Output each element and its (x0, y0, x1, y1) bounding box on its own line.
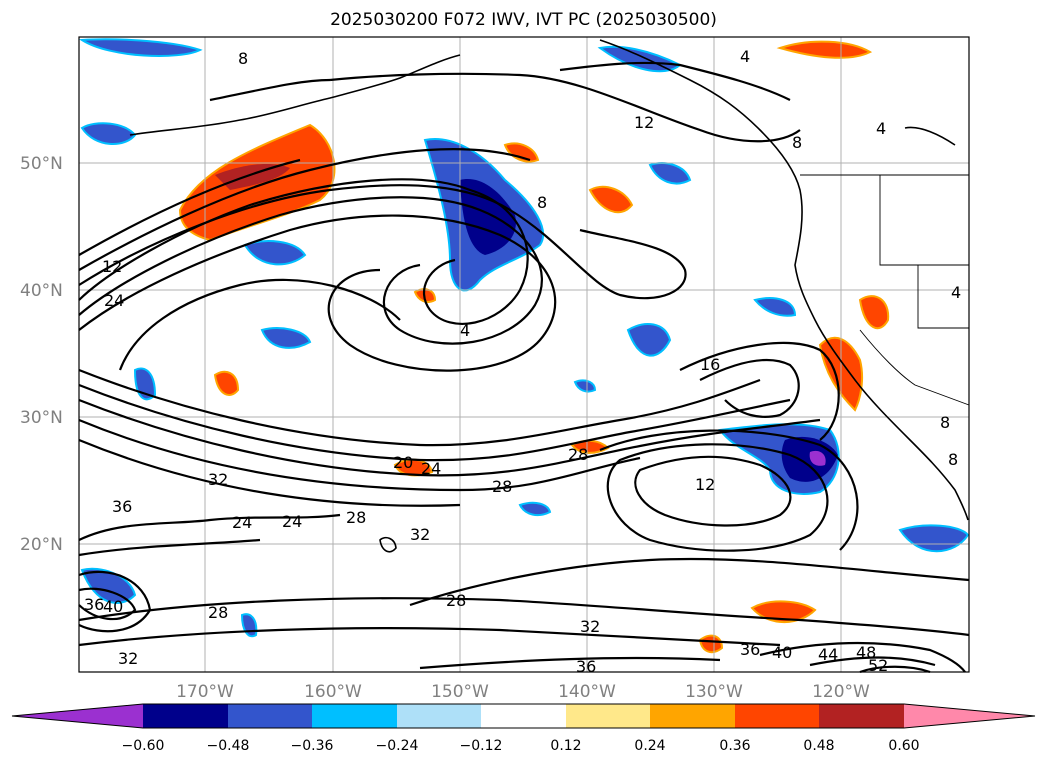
negative-anomaly-small-2 (518, 501, 552, 517)
contour-label: 36 (576, 657, 596, 676)
contour-label: 8 (792, 133, 802, 152)
lat-tick-label: 50°N (20, 154, 63, 174)
contour-label: 12 (695, 475, 715, 494)
lon-tick-label: 170°W (176, 682, 234, 702)
contour-label: 12 (634, 113, 654, 132)
negative-anomaly-core-southeast-purple (809, 450, 826, 466)
colorbar-segment (143, 704, 228, 728)
colorbar-outline (11, 703, 1036, 729)
contour-label: 8 (238, 49, 248, 68)
negative-anomaly-lower-left (80, 567, 137, 604)
colorbar-tick-label: 0.36 (719, 738, 750, 754)
positive-anomaly-gulf (776, 40, 873, 59)
negative-anomaly-small-3 (573, 379, 597, 393)
contour-label: 48 (856, 643, 876, 662)
lat-tick-label: 20°N (20, 535, 63, 555)
contour-label: 16 (700, 355, 720, 374)
contour-label: 28 (568, 445, 588, 464)
contour-label: 40 (772, 643, 792, 662)
contour-label: 24 (282, 512, 302, 531)
contour-label: 4 (951, 283, 961, 302)
colorbar-segment (481, 704, 566, 728)
lon-tick-label: 120°W (812, 682, 870, 702)
colorbar-segment (397, 704, 481, 728)
lon-axis: 170°W 160°W 150°W 140°W 130°W 120°W (176, 682, 870, 702)
lat-tick-label: 30°N (20, 408, 63, 428)
colorbar-tick-label: −0.48 (207, 738, 250, 754)
contour-label: 36 (112, 497, 132, 516)
colorbar-tick-label: 0.12 (550, 738, 581, 754)
positive-anomaly-california (858, 295, 890, 330)
contour-label: 52 (868, 656, 888, 675)
colorbar-tick-label: 0.48 (803, 738, 834, 754)
colorbar-tick-label: 0.60 (888, 738, 919, 754)
contour-label: 44 (818, 645, 838, 664)
negative-anomaly-right-edge (898, 524, 970, 553)
contour-label: 28 (492, 477, 512, 496)
colorbar-tick-label: −0.60 (122, 738, 165, 754)
coastlines (129, 39, 970, 553)
colorbar-segment (228, 704, 312, 728)
contour-label: 36 (84, 595, 104, 614)
shading-layer (78, 38, 970, 654)
contour-label: 24 (232, 513, 252, 532)
negative-anomaly-small-4 (753, 297, 797, 317)
colorbar-segment (566, 704, 650, 728)
contour-label: 36 (740, 640, 760, 659)
contour-labels: 8 4 12 8 4 8 12 24 4 16 12 20 24 28 32 3… (84, 47, 961, 676)
lon-tick-label: 140°W (558, 682, 616, 702)
contour-label: 28 (208, 603, 228, 622)
lat-axis: 50°N 40°N 30°N 20°N (20, 154, 63, 555)
colorbar: −0.60 −0.48 −0.36 −0.24 −0.12 0.12 0.24 … (11, 703, 1036, 754)
positive-anomaly-small-1 (588, 185, 634, 214)
contour-label: 4 (460, 321, 470, 340)
contour-label: 24 (104, 291, 124, 310)
contour-label: 4 (876, 119, 886, 138)
positive-anomaly-small-4 (213, 370, 240, 396)
positive-anomaly-small-5 (698, 634, 724, 654)
map-title: 2025030200 F072 IWV, IVT PC (2025030500) (330, 10, 717, 30)
colorbar-segment (735, 704, 819, 728)
colorbar-tick-label: −0.36 (291, 738, 334, 754)
negative-anomaly-mid (626, 323, 672, 357)
colorbar-tick-label: −0.12 (460, 738, 503, 754)
contour-label: 8 (940, 413, 950, 432)
colorbar-segment (650, 704, 735, 728)
lon-tick-label: 160°W (304, 682, 362, 702)
contour-label: 8 (948, 450, 958, 469)
colorbar-tick-label: −0.24 (376, 738, 419, 754)
negative-anomaly-west-2 (243, 240, 307, 266)
contour-label: 4 (740, 47, 750, 66)
lat-tick-label: 40°N (20, 281, 63, 301)
contour-label: 24 (421, 459, 441, 478)
positive-anomaly-south (750, 600, 817, 624)
negative-anomaly-west-3 (260, 327, 312, 349)
contour-label: 28 (346, 508, 366, 527)
contour-label: 32 (118, 649, 138, 668)
colorbar-tick-label: 0.24 (634, 738, 665, 754)
negative-anomaly-top (78, 38, 203, 57)
lon-tick-label: 150°W (431, 682, 489, 702)
colorbar-segment (819, 704, 904, 728)
iwv-contours (78, 61, 970, 674)
colorbar-segment (312, 704, 397, 728)
contour-label: 40 (103, 597, 123, 616)
contour-label: 32 (580, 617, 600, 636)
contour-label: 32 (410, 525, 430, 544)
map-frame (78, 36, 970, 673)
colorbar-extend-left (12, 704, 143, 728)
colorbar-extend-right (904, 704, 1035, 728)
contour-label: 32 (208, 470, 228, 489)
contour-label: 8 (537, 193, 547, 212)
positive-anomaly-core-northwest (215, 164, 290, 190)
contour-label: 28 (446, 591, 466, 610)
lon-tick-label: 130°W (685, 682, 743, 702)
contour-label: 20 (393, 453, 413, 472)
contour-label: 12 (102, 257, 122, 276)
